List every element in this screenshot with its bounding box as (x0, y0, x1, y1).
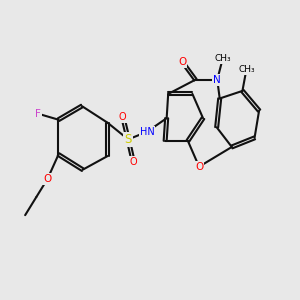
Text: N: N (213, 75, 221, 85)
Text: O: O (195, 162, 203, 172)
Text: S: S (124, 133, 132, 146)
Text: O: O (119, 112, 127, 122)
Text: O: O (44, 174, 52, 184)
Text: HN: HN (140, 127, 154, 137)
Text: CH₃: CH₃ (214, 54, 231, 63)
Text: F: F (35, 109, 41, 118)
Text: CH₃: CH₃ (238, 65, 255, 74)
Text: O: O (178, 56, 186, 67)
Text: O: O (130, 157, 137, 167)
